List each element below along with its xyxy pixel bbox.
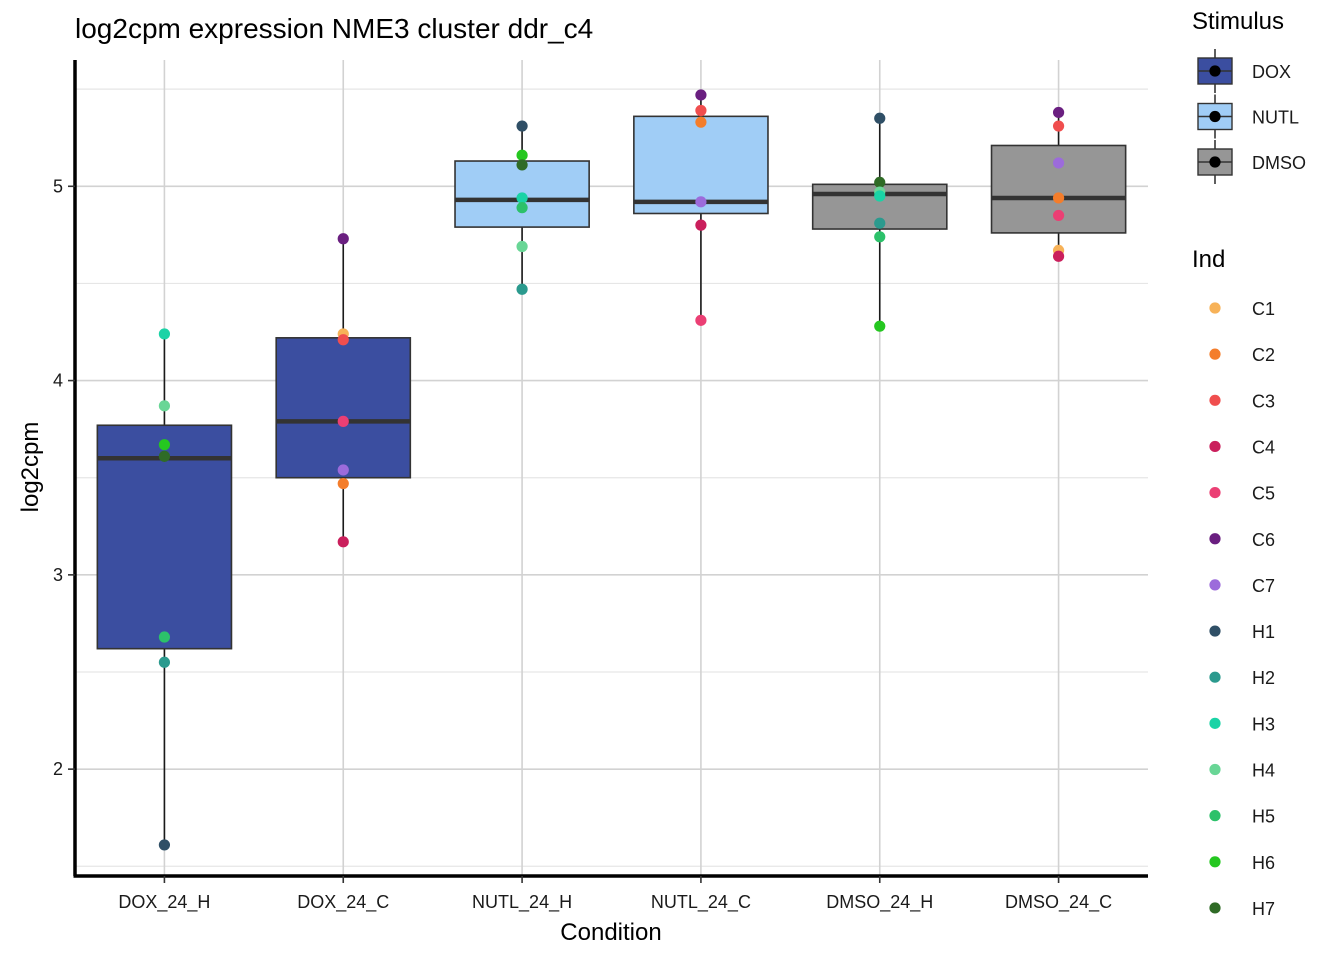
point-c2 [695, 116, 707, 128]
legend-ind-label: H7 [1252, 899, 1275, 919]
legend-swatch-c5 [1209, 487, 1221, 499]
legend-ind-label: H2 [1252, 668, 1275, 688]
legend-swatch-c7 [1209, 579, 1221, 591]
legend-ind-label: C5 [1252, 484, 1275, 504]
legend-swatch-h5 [1209, 810, 1221, 822]
legend-ind-label: H3 [1252, 714, 1275, 734]
legend-ind-label: C6 [1252, 530, 1275, 550]
point-c7 [695, 196, 707, 208]
legend-ind-label: C2 [1252, 345, 1275, 365]
point-c3 [337, 334, 349, 346]
x-tick-label: DMSO_24_H [826, 892, 933, 913]
y-tick-label: 5 [53, 176, 63, 196]
point-c2 [337, 477, 349, 490]
y-tick-label: 2 [53, 759, 63, 779]
point-h1 [874, 112, 886, 124]
legend-key-point [1209, 156, 1221, 168]
legend-stimulus-label: DMSO [1252, 153, 1306, 173]
legend-swatch-c6 [1209, 533, 1221, 545]
legend-swatch-h6 [1209, 856, 1221, 868]
x-tick-label: DOX_24_H [118, 892, 210, 913]
legend-swatch-h1 [1209, 625, 1221, 637]
tick-labels: 2 3 4 5 DOX_24_H DOX_24_C NUTL_24_H NUTL_24_C DM… [53, 176, 1112, 913]
point-h1 [158, 839, 171, 851]
legend-swatch-c2 [1209, 348, 1221, 360]
point-h7 [874, 176, 886, 188]
point-c3 [1052, 120, 1065, 132]
y-tick-label: 4 [53, 371, 63, 391]
legend-stimulus-label: NUTL [1252, 108, 1299, 128]
data-points [158, 89, 1065, 851]
point-h4 [516, 240, 528, 253]
legend-ind-label: H4 [1252, 761, 1275, 781]
point-c3 [695, 104, 707, 117]
box-dox_24_h [96, 424, 233, 650]
point-h6 [874, 320, 886, 332]
point-h2 [874, 217, 886, 229]
legend-ind-label: H1 [1252, 622, 1275, 642]
point-h3 [516, 192, 528, 204]
point-c5 [337, 415, 349, 427]
legend-swatch-h4 [1209, 763, 1221, 776]
legend-ind-label: C1 [1252, 299, 1275, 319]
axes [73, 60, 1148, 878]
legend-ind-label: H6 [1252, 853, 1275, 873]
legend-ind-label: H5 [1252, 807, 1275, 827]
box-dox_24_c [275, 337, 412, 479]
point-c4 [1052, 250, 1065, 262]
point-c5 [695, 314, 707, 326]
legend-swatch-c1 [1209, 302, 1221, 314]
legend-stimulus-title: Stimulus [1192, 8, 1284, 35]
point-h5 [158, 631, 171, 643]
point-c2 [1052, 192, 1065, 204]
legend-swatch-h3 [1209, 717, 1221, 729]
legend-key-point [1209, 65, 1221, 77]
point-c6 [337, 233, 349, 245]
point-h3 [158, 328, 171, 340]
legend-ind-title: Ind [1192, 246, 1225, 273]
point-h6 [158, 439, 171, 451]
legend-stimulus: Stimulus DOX NUTL DMSO [1192, 8, 1306, 184]
legend-key-point [1209, 110, 1221, 123]
point-h5 [516, 202, 528, 214]
y-tick-label: 3 [53, 565, 63, 585]
point-c4 [695, 219, 707, 231]
point-h1 [516, 120, 528, 132]
legend-swatch-c4 [1209, 440, 1221, 453]
legend-ind: Ind C1 C2 C3 C4 C5 C6 C7 H1 H2 H3 H4 H5 H6 H7 [1192, 246, 1275, 919]
point-h6 [516, 149, 528, 161]
point-h4 [158, 400, 171, 412]
legend-swatch-h7 [1209, 902, 1221, 914]
point-h3 [874, 190, 886, 202]
point-c4 [337, 536, 349, 548]
x-axis-title: Condition [560, 919, 661, 946]
point-h7 [516, 159, 528, 171]
point-c6 [1052, 106, 1065, 119]
x-tick-label: DMSO_24_C [1005, 892, 1112, 913]
grid [75, 60, 1148, 876]
point-h5 [874, 231, 886, 243]
point-c7 [337, 464, 349, 476]
point-c5 [1052, 209, 1065, 222]
x-tick-label: DOX_24_C [297, 892, 389, 913]
x-tick-label: NUTL_24_H [472, 892, 572, 913]
boxes [96, 115, 1127, 650]
point-h2 [516, 283, 528, 295]
chart-title: log2cpm expression NME3 cluster ddr_c4 [75, 13, 593, 44]
legend-ind-label: C4 [1252, 437, 1275, 457]
point-h7 [158, 450, 171, 462]
point-h2 [158, 656, 171, 668]
legend-ind-label: C3 [1252, 391, 1275, 411]
legend-ind-label: C7 [1252, 576, 1275, 596]
y-axis-title: log2cpm [17, 422, 44, 513]
point-c7 [1052, 157, 1065, 169]
x-tick-label: NUTL_24_C [651, 892, 751, 913]
legend-swatch-h2 [1209, 671, 1221, 683]
legend-swatch-c3 [1209, 394, 1221, 406]
legend-stimulus-label: DOX [1252, 62, 1291, 82]
point-c6 [695, 89, 707, 101]
